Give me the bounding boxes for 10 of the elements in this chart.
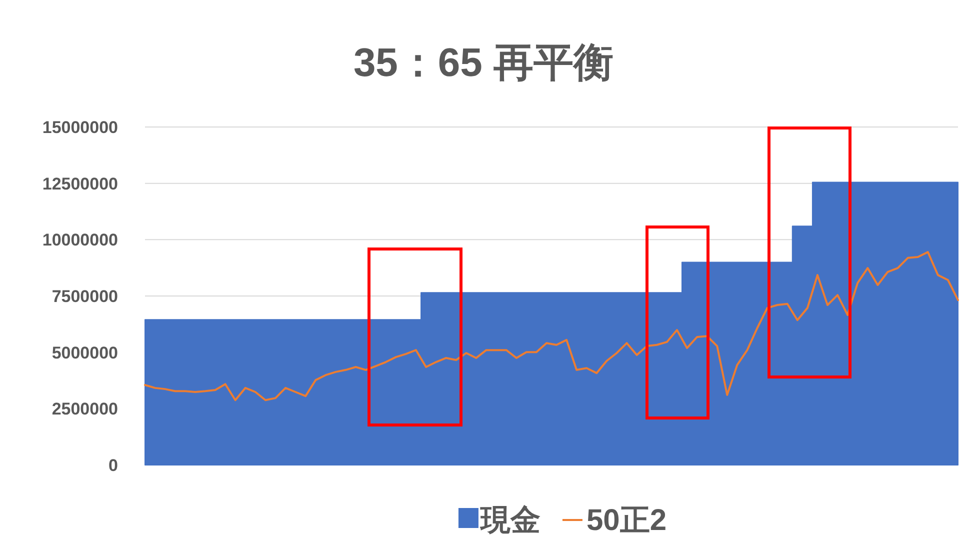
y-tick-label: 0 xyxy=(108,456,118,475)
y-tick-label: 15000000 xyxy=(42,118,118,137)
y-tick-label: 7500000 xyxy=(52,287,118,306)
y-tick-label: 5000000 xyxy=(52,343,118,362)
y-tick-label: 12500000 xyxy=(42,174,118,194)
y-tick-label: 10000000 xyxy=(42,230,118,250)
chart-title: 35：65 再平衡 xyxy=(353,41,614,85)
legend-label: 現金 xyxy=(479,504,540,537)
y-tick-label: 2500000 xyxy=(52,400,118,419)
legend-label: 50正2 xyxy=(586,504,667,537)
